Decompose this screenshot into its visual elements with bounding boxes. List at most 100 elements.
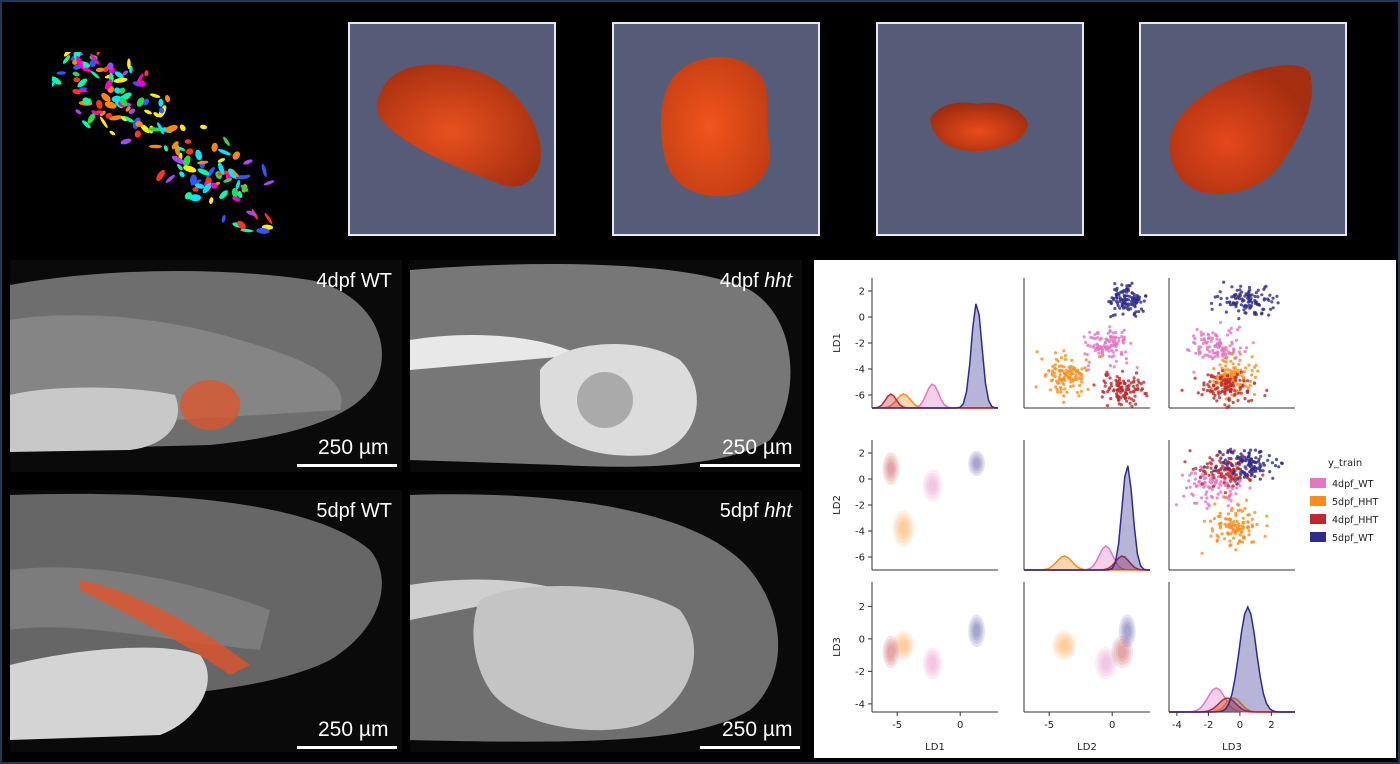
scatter-point — [1107, 346, 1111, 350]
scatter-point — [1239, 303, 1243, 307]
scatter-point — [1078, 377, 1083, 381]
scale-label: 250 µm — [722, 718, 793, 741]
scatter-point — [1231, 487, 1235, 491]
scatter-point — [1229, 457, 1233, 461]
tick-label: 0 — [1237, 720, 1243, 731]
segmented-cell — [104, 101, 117, 109]
scatter-point — [1247, 451, 1251, 455]
scatter-point — [1053, 374, 1057, 379]
scatter-point — [1203, 353, 1207, 357]
scatter-point — [1139, 300, 1143, 304]
scatter-point — [1215, 496, 1219, 500]
scatter-point — [1218, 511, 1222, 515]
micrograph-5dpf-wt-image — [10, 490, 402, 752]
scatter-point — [1100, 350, 1104, 354]
scatter-point — [1265, 524, 1269, 528]
scatter-point — [1215, 343, 1219, 347]
scatter-point — [1216, 492, 1220, 496]
scatter-point — [1227, 404, 1231, 408]
scatter-point — [1233, 393, 1237, 397]
kde-contour — [1101, 656, 1111, 670]
scatter-point — [1222, 373, 1226, 377]
scatter-point — [1054, 367, 1058, 371]
scatter-point — [1205, 340, 1209, 344]
micrograph-4dpf-hht: 4dpf hht 250 µm — [410, 260, 802, 472]
scatter-point — [1247, 513, 1251, 517]
scatter-point — [1115, 342, 1119, 346]
scatter-point — [1223, 537, 1227, 541]
scatter-point — [1227, 329, 1231, 333]
scatter-point — [1200, 551, 1204, 555]
kde-contour — [885, 458, 896, 479]
kde-contour — [887, 462, 895, 476]
scatter-point — [1236, 383, 1240, 387]
scatter-point — [1056, 381, 1060, 385]
segmented-cell — [103, 66, 109, 73]
scatter-point — [1104, 346, 1108, 350]
segmented-cell — [128, 108, 136, 114]
scatter-point — [1253, 474, 1257, 479]
segmented-cell — [82, 120, 91, 129]
scatter-point — [1217, 390, 1221, 394]
scatter-point — [1127, 294, 1131, 298]
scatter-point — [1212, 517, 1216, 521]
segmented-cell — [77, 78, 88, 88]
scatter-point — [1035, 350, 1039, 354]
scatter-point — [1197, 347, 1201, 351]
scatter-point — [1117, 376, 1121, 380]
scatter-point — [1254, 469, 1258, 473]
segmented-cell — [217, 158, 226, 163]
scatter-point — [1263, 394, 1267, 398]
scatter-point — [1261, 473, 1265, 477]
scatter-point — [1134, 314, 1138, 318]
scatter-point — [1256, 466, 1260, 470]
scatter-point — [1215, 374, 1219, 378]
scatter-point — [1232, 470, 1236, 474]
kde-contour — [899, 639, 908, 652]
scatter-point — [1180, 473, 1185, 477]
scatter-point — [1218, 375, 1222, 380]
scatter-point — [1225, 388, 1229, 392]
scatter-point — [1213, 502, 1217, 506]
scatter-point — [1214, 466, 1218, 470]
scatter-point — [1233, 479, 1237, 483]
segmented-cell — [237, 190, 243, 199]
kde-contour — [1111, 635, 1134, 669]
scatter-point — [1270, 300, 1274, 304]
scatter-point — [1223, 517, 1228, 521]
scatter-point — [1059, 390, 1063, 394]
scatter-point — [1218, 290, 1222, 294]
scatter-point — [1188, 449, 1192, 453]
scatter-point — [1070, 358, 1074, 362]
scatter-point — [1252, 465, 1256, 469]
scatter-point — [1116, 394, 1120, 398]
scatter-point — [1250, 472, 1254, 476]
scatter-point — [1209, 301, 1214, 305]
scatter-point — [1200, 496, 1204, 500]
scatter-point — [1195, 327, 1199, 332]
segmented-cell — [105, 112, 113, 119]
scatter-point — [1115, 375, 1119, 379]
tick-label: -2 — [855, 667, 865, 678]
scatter-point — [1075, 390, 1079, 395]
scatter-point — [1204, 500, 1208, 504]
scatter-point — [1240, 374, 1244, 378]
kde-contour — [928, 656, 937, 670]
micrograph-4dpf-hht-image — [410, 260, 802, 472]
scatter-point — [1047, 369, 1051, 373]
segmented-cell — [243, 159, 253, 165]
scatter-point — [1132, 380, 1136, 384]
scatter-point — [1228, 493, 1232, 497]
scatter-point — [1237, 524, 1241, 528]
scatter-point — [1124, 387, 1128, 392]
scatter-point — [1062, 400, 1066, 404]
scatter-point — [1219, 490, 1223, 494]
scatter-point — [1210, 336, 1215, 341]
scatter-point — [1121, 298, 1125, 302]
hist-4dpf_HHT — [1169, 698, 1295, 712]
scatter-point — [1194, 351, 1198, 355]
scatter-point — [1226, 333, 1230, 337]
kde-contour — [968, 614, 985, 647]
scatter-point — [1200, 482, 1204, 486]
scatter-point — [1217, 486, 1221, 490]
